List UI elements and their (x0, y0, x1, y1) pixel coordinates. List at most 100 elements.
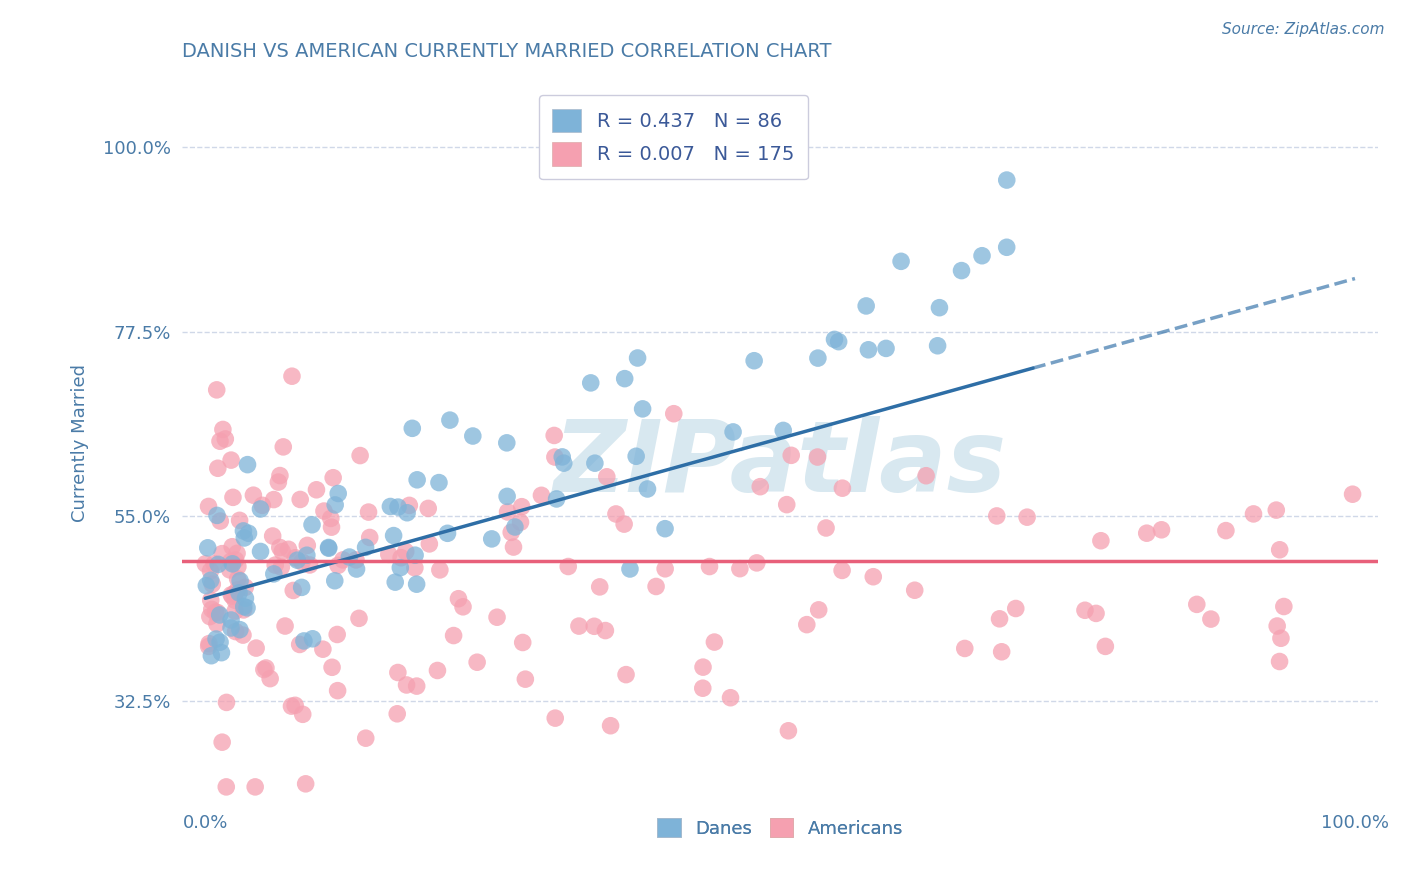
Americans (426, 664, 449, 678)
Danes (496, 489, 519, 503)
Americans (347, 611, 370, 625)
Danes (211, 646, 233, 660)
Americans (915, 468, 938, 483)
Americans (312, 504, 335, 518)
Americans (1085, 607, 1108, 621)
Danes (406, 473, 429, 487)
Danes (295, 548, 318, 562)
Americans (297, 538, 319, 552)
Americans (271, 544, 294, 558)
Americans (1268, 655, 1291, 669)
Americans (305, 483, 328, 497)
Americans (515, 672, 537, 686)
Americans (253, 663, 276, 677)
Americans (1074, 603, 1097, 617)
Danes (950, 263, 973, 277)
Danes (481, 532, 503, 546)
Americans (447, 591, 470, 606)
Danes (583, 456, 606, 470)
Danes (323, 574, 346, 588)
Americans (245, 641, 267, 656)
Americans (395, 678, 418, 692)
Danes (197, 541, 219, 555)
Danes (208, 607, 231, 622)
Danes (207, 558, 229, 572)
Americans (284, 550, 307, 565)
Americans (692, 681, 714, 696)
Americans (226, 582, 249, 597)
Americans (662, 407, 685, 421)
Americans (290, 492, 312, 507)
Americans (862, 570, 884, 584)
Danes (209, 635, 232, 649)
Americans (221, 589, 243, 603)
Americans (1185, 598, 1208, 612)
Americans (233, 580, 256, 594)
Americans (321, 520, 343, 534)
Danes (249, 544, 271, 558)
Americans (599, 719, 621, 733)
Danes (238, 526, 260, 541)
Americans (332, 553, 354, 567)
Americans (613, 517, 636, 532)
Danes (461, 429, 484, 443)
Danes (380, 500, 402, 514)
Americans (221, 540, 243, 554)
Americans (344, 553, 367, 567)
Danes (721, 425, 744, 439)
Danes (613, 371, 636, 385)
Americans (198, 637, 221, 651)
Danes (318, 541, 340, 555)
Americans (359, 531, 381, 545)
Americans (222, 491, 245, 505)
Americans (1268, 542, 1291, 557)
Danes (503, 520, 526, 534)
Danes (263, 566, 285, 581)
Americans (502, 540, 524, 554)
Americans (200, 564, 222, 578)
Danes (291, 580, 314, 594)
Americans (429, 563, 451, 577)
Americans (198, 609, 221, 624)
Americans (215, 695, 238, 709)
Americans (211, 547, 233, 561)
Americans (1265, 503, 1288, 517)
Danes (631, 401, 654, 416)
Americans (512, 635, 534, 649)
Americans (267, 475, 290, 489)
Americans (214, 432, 236, 446)
Americans (264, 558, 287, 573)
Americans (288, 637, 311, 651)
Danes (229, 623, 252, 637)
Danes (200, 648, 222, 663)
Americans (557, 559, 579, 574)
Americans (197, 640, 219, 654)
Danes (236, 458, 259, 472)
Americans (398, 499, 420, 513)
Americans (418, 537, 440, 551)
Danes (328, 486, 350, 500)
Americans (209, 514, 232, 528)
Danes (396, 506, 419, 520)
Americans (1341, 487, 1364, 501)
Americans (298, 558, 321, 572)
Americans (1090, 533, 1112, 548)
Americans (254, 661, 277, 675)
Danes (890, 254, 912, 268)
Danes (404, 548, 426, 562)
Danes (927, 339, 949, 353)
Americans (806, 450, 828, 464)
Danes (772, 424, 794, 438)
Americans (354, 731, 377, 746)
Danes (970, 249, 993, 263)
Americans (387, 665, 409, 680)
Americans (720, 690, 742, 705)
Americans (1017, 510, 1039, 524)
Americans (349, 449, 371, 463)
Americans (326, 683, 349, 698)
Danes (228, 586, 250, 600)
Americans (904, 583, 927, 598)
Americans (291, 555, 314, 569)
Americans (589, 580, 612, 594)
Americans (544, 450, 567, 464)
